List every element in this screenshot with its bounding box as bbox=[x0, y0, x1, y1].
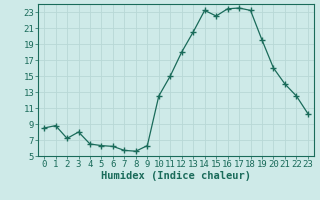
X-axis label: Humidex (Indice chaleur): Humidex (Indice chaleur) bbox=[101, 171, 251, 181]
